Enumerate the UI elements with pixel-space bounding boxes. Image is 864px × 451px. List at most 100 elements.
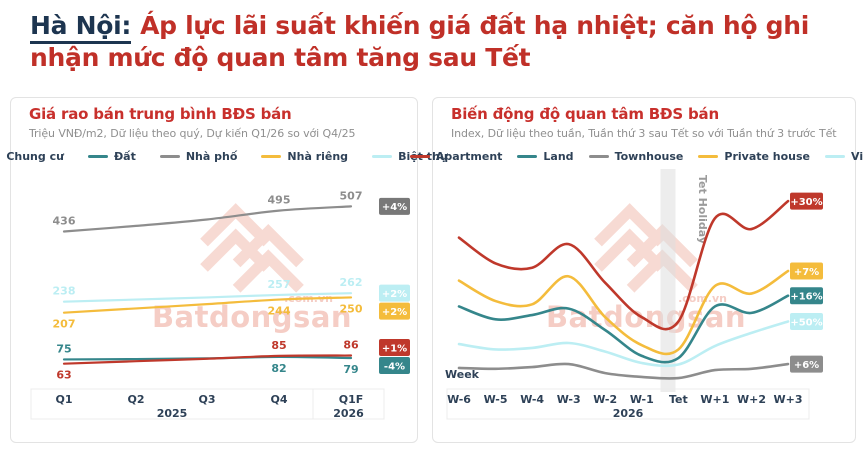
legend-item-nhà-phố: Nhà phố <box>159 150 238 163</box>
change-badge-label: +30% <box>790 197 822 208</box>
data-label-đất: 79 <box>343 363 358 376</box>
x-axis-tick-label: Q3 <box>198 393 215 406</box>
data-label-chung-cư: 85 <box>271 339 286 352</box>
data-label-đất: 75 <box>56 342 71 355</box>
data-label-chung-cư: 86 <box>343 339 359 352</box>
change-badge-label: -4% <box>384 361 405 372</box>
change-badge-label: +2% <box>382 289 407 300</box>
change-badge-townhouse <box>790 355 823 373</box>
x-axis-tick-label: W-3 <box>557 393 581 406</box>
data-label-biệt-thự: 238 <box>53 285 76 298</box>
legend-line-swatch <box>159 155 180 158</box>
interest-chart-panel: .com.vn Batdongsan Biến động độ quan tâm… <box>409 97 864 443</box>
series-line-townhouse <box>457 362 790 380</box>
interest-chart-header: Biến động độ quan tâm BĐS bán Index, Dữ … <box>409 98 864 163</box>
x-axis-year-label: 2026 <box>613 407 644 420</box>
x-axis-box <box>446 388 810 420</box>
change-badge-label: +1% <box>382 343 407 354</box>
legend-line-swatch <box>409 155 430 158</box>
legend-label: Villa <box>851 150 864 163</box>
change-badge-chung-cư <box>379 339 410 357</box>
change-badge-land <box>790 287 823 305</box>
x-axis-tick-label: W-6 <box>447 393 471 406</box>
price-chart-title: Giá rao bán trung bình BĐS bán <box>29 105 292 123</box>
legend-item-villa: Villa <box>825 150 864 163</box>
legend-line-swatch <box>825 155 846 158</box>
x-axis-tick-label: Q1 <box>55 393 72 406</box>
data-label-nhà-phố: 436 <box>53 215 76 228</box>
legend-item-private-house: Private house <box>698 150 810 163</box>
legend-label: Land <box>543 150 574 163</box>
change-badge-label: +50% <box>790 317 822 328</box>
x-axis-tick-label: W+3 <box>774 393 803 406</box>
legend-label: Chung cư <box>6 150 64 163</box>
price-chart-subtitle: Triệu VNĐ/m2, Dữ liệu theo quý, Dự kiến … <box>29 127 356 140</box>
legend-item-chung-cư: Chung cư <box>0 150 64 163</box>
legend-item-land: Land <box>517 150 574 163</box>
x-axis-tick-label: W+1 <box>700 393 729 406</box>
change-badge-label: +2% <box>382 307 407 318</box>
legend-item-townhouse: Townhouse <box>588 150 684 163</box>
legend-item-apartment: Apartment <box>409 150 503 163</box>
watermark-brand: Batdongsan <box>151 300 353 334</box>
change-badge-label: +6% <box>794 360 819 371</box>
x-axis-box <box>30 388 385 420</box>
interest-chart-subtitle: Index, Dữ liệu theo tuần, Tuần thứ 3 sau… <box>451 127 837 140</box>
x-axis-tick-label: W-5 <box>484 393 508 406</box>
x-axis-tick-label: W+2 <box>737 393 766 406</box>
series-line-chung-cư <box>62 354 353 365</box>
data-label-chung-cư: 63 <box>56 369 71 382</box>
x-axis-year-label: 2026 <box>333 407 364 420</box>
legend-label: Private house <box>724 150 811 163</box>
legend-item-nhà-riêng: Nhà riêng <box>261 150 348 163</box>
batdongsan-logo-icon <box>200 203 304 293</box>
legend-label: Apartment <box>435 150 503 163</box>
change-badge-villa <box>790 313 823 330</box>
legend-label: Nhà riêng <box>287 150 349 163</box>
change-badge-label: +16% <box>790 292 822 303</box>
change-badge-biệt-thự <box>379 284 410 302</box>
change-badge-label: +4% <box>382 202 407 213</box>
legend-line-swatch <box>517 155 538 158</box>
legend-line-swatch <box>261 155 282 158</box>
batdongsan-watermark: .com.vn Batdongsan <box>531 200 761 334</box>
price-chart-header: Giá rao bán trung bình BĐS bán Triệu VNĐ… <box>0 98 448 163</box>
watermark-brand: Batdongsan <box>545 300 747 334</box>
x-axis-tick-label: W-1 <box>630 393 654 406</box>
legend-line-swatch <box>588 155 609 158</box>
legend-line-swatch <box>87 155 108 158</box>
change-badge-đất <box>379 357 410 375</box>
legend-item-đất: Đất <box>87 150 136 163</box>
batdongsan-watermark: .com.vn Batdongsan <box>137 200 367 334</box>
data-label-đất: 82 <box>271 362 286 375</box>
data-label-nhà-riêng: 207 <box>53 318 76 331</box>
change-badge-apartment <box>790 192 823 210</box>
change-badge-private-house <box>790 262 823 280</box>
legend-line-swatch <box>698 155 719 158</box>
x-axis-tick-label: Tet <box>669 393 688 406</box>
legend-label: Townhouse <box>614 150 684 163</box>
x-axis-tick-label: Q2 <box>127 393 144 406</box>
change-badge-nhà-phố <box>379 197 410 215</box>
series-line-đất <box>62 355 353 361</box>
x-axis-year-label: 2025 <box>157 407 188 420</box>
legend-label: Nhà phố <box>185 150 238 163</box>
x-axis-tick-label: W-2 <box>593 393 617 406</box>
x-axis-tick-label: Q4 <box>270 393 287 406</box>
page-title: Hà Nội: Áp lực lãi suất khiến giá đất hạ … <box>30 10 854 74</box>
interest-chart-legend: Apartment Land Townhouse Private house Villa <box>409 150 864 163</box>
change-badge-nhà-riêng <box>379 302 410 320</box>
interest-chart-title: Biến động độ quan tâm BĐS bán <box>451 105 719 123</box>
batdongsan-logo-icon <box>594 203 698 293</box>
change-badge-label: +7% <box>794 267 819 278</box>
x-axis-title: Week <box>445 368 480 381</box>
page-title-text: Áp lực lãi suất khiến giá đất hạ nhiệt; … <box>30 11 809 72</box>
legend-line-swatch <box>372 155 393 158</box>
legend-label: Đất <box>113 150 136 163</box>
x-axis-tick-label: Q1F <box>339 393 364 406</box>
page-title-location: Hà Nội: <box>30 11 131 44</box>
x-axis-tick-label: W-4 <box>520 393 544 406</box>
price-chart-panel: .com.vn Batdongsan Giá rao bán trung bìn… <box>0 97 448 443</box>
